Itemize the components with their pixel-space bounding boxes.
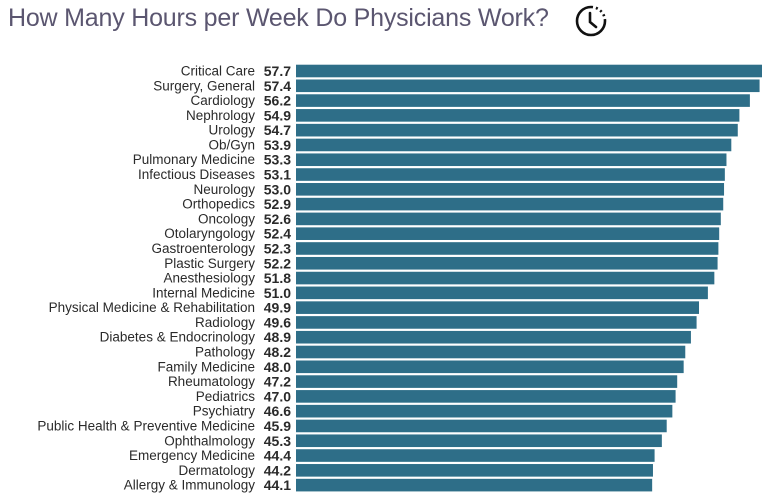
data-label: 44.2 <box>264 462 291 478</box>
data-label: 49.6 <box>264 314 291 330</box>
data-label: 47.0 <box>264 388 291 404</box>
bar <box>296 123 738 137</box>
bar <box>296 375 678 388</box>
data-label: 48.2 <box>264 344 291 360</box>
bar <box>296 434 662 448</box>
data-label: 52.3 <box>264 240 291 256</box>
data-label: 54.7 <box>264 122 291 138</box>
bar <box>296 138 732 152</box>
category-label: Infectious Diseases <box>138 167 255 182</box>
category-label: Emergency Medicine <box>129 448 255 463</box>
data-label: 45.9 <box>264 418 291 434</box>
category-label: Public Health & Preventive Medicine <box>37 418 255 433</box>
bar <box>296 478 653 492</box>
bar <box>296 256 718 270</box>
category-label: Nephrology <box>186 108 255 123</box>
category-label: Orthopedics <box>182 197 255 212</box>
bar <box>296 153 727 167</box>
bar <box>296 419 667 433</box>
category-label: Neurology <box>193 182 255 197</box>
bar <box>296 316 697 329</box>
bar <box>296 168 725 181</box>
bar <box>296 390 676 403</box>
bar <box>296 286 708 300</box>
category-label: Pathology <box>195 345 255 360</box>
category-label: Psychiatry <box>193 404 256 419</box>
category-label: Ophthalmology <box>164 433 255 448</box>
bar <box>296 79 760 93</box>
data-label: 53.0 <box>264 181 291 197</box>
category-label: Plastic Surgery <box>164 256 255 271</box>
category-label: Otolaryngology <box>164 226 255 241</box>
category-label: Internal Medicine <box>152 285 255 300</box>
bar <box>296 197 724 211</box>
data-label: 53.9 <box>264 137 291 153</box>
bar <box>296 404 673 418</box>
clock-icon <box>575 5 607 37</box>
data-label: 56.2 <box>264 93 291 109</box>
bar <box>296 271 715 285</box>
category-label: Pulmonary Medicine <box>133 152 255 167</box>
bar <box>296 242 719 255</box>
category-label: Gastroenterology <box>151 241 255 256</box>
bar <box>296 301 700 314</box>
category-label: Oncology <box>198 211 255 226</box>
data-label: 44.1 <box>264 477 291 493</box>
data-label: 48.9 <box>264 329 291 345</box>
data-label: 53.3 <box>264 152 291 168</box>
category-label: Critical Care <box>181 64 255 79</box>
data-label: 46.6 <box>264 403 291 419</box>
bar <box>296 360 684 374</box>
bar <box>296 227 720 240</box>
category-label: Physical Medicine & Rehabilitation <box>49 300 255 315</box>
bar <box>296 345 686 359</box>
category-label: Dermatology <box>178 463 255 478</box>
category-label: Rheumatology <box>168 374 255 389</box>
bar <box>296 212 721 226</box>
category-label: Cardiology <box>190 93 255 108</box>
data-label: 52.4 <box>264 226 291 242</box>
bar <box>296 94 750 107</box>
category-label: Diabetes & Endocrinology <box>100 330 256 345</box>
data-label: 52.6 <box>264 211 291 227</box>
data-label: 48.0 <box>264 359 291 375</box>
category-label: Surgery, General <box>153 78 255 93</box>
bar <box>296 183 725 196</box>
data-label: 52.9 <box>264 196 291 212</box>
data-label: 53.1 <box>264 167 291 183</box>
category-label: Allergy & Immunology <box>124 478 256 493</box>
bar <box>296 64 762 78</box>
bar <box>296 109 740 122</box>
data-label: 45.3 <box>264 433 291 449</box>
data-label: 57.4 <box>264 78 291 94</box>
data-label: 47.2 <box>264 374 291 390</box>
category-label: Pediatrics <box>196 389 256 404</box>
data-label: 51.8 <box>264 270 291 286</box>
bar <box>296 464 653 477</box>
chart-title: How Many Hours per Week Do Physicians Wo… <box>8 4 549 32</box>
bar <box>296 330 691 344</box>
category-label: Family Medicine <box>157 359 255 374</box>
category-label: Ob/Gyn <box>208 137 255 152</box>
category-label: Urology <box>208 123 255 138</box>
category-label: Anesthesiology <box>163 271 255 286</box>
category-label: Radiology <box>195 315 255 330</box>
data-label: 52.2 <box>264 255 291 271</box>
data-label: 54.9 <box>264 107 291 123</box>
data-label: 57.7 <box>264 63 291 79</box>
data-label: 44.4 <box>264 448 291 464</box>
bar <box>296 449 655 462</box>
data-label: 49.9 <box>264 300 291 316</box>
data-label: 51.0 <box>264 285 291 301</box>
